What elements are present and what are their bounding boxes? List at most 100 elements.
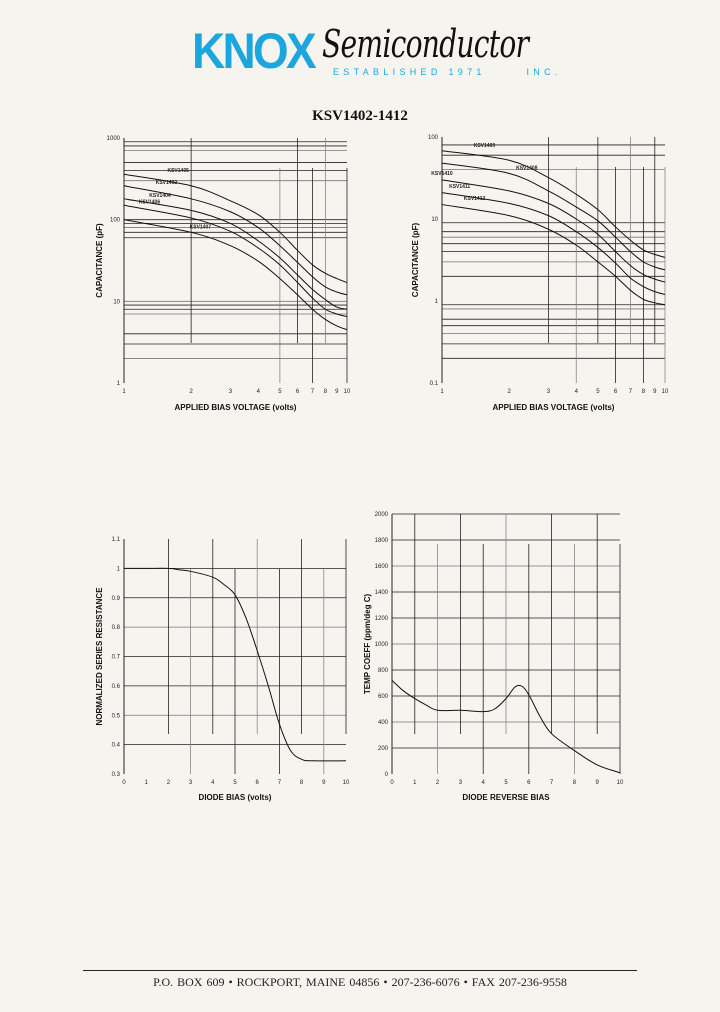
logo-semiconductor: Semiconductor: [322, 22, 529, 66]
series-label: KSV1412: [464, 196, 486, 202]
x-tick-label: 7: [278, 780, 282, 786]
x-tick-label: 7: [629, 389, 633, 395]
series-line: [441, 150, 666, 258]
y-tick-label: 1400: [375, 590, 389, 596]
x-tick-label: 2: [507, 389, 511, 395]
x-tick-label: 2: [167, 780, 171, 786]
x-tick-label: 0: [122, 780, 126, 786]
series-label: KSV1407: [190, 225, 212, 231]
x-tick-label: 4: [482, 780, 486, 786]
x-tick-label: 3: [189, 780, 193, 786]
series-label: KSV1409: [474, 143, 496, 149]
y-tick-label: 1000: [107, 136, 121, 142]
x-tick-label: 6: [256, 780, 260, 786]
footer-address: P.O. BOX 609 • ROCKPORT, MAINE 04856 • 2…: [153, 975, 567, 989]
y-tick-label: 1600: [375, 564, 389, 570]
y-tick-label: 10: [431, 217, 438, 223]
y-tick-label: 1: [117, 566, 121, 572]
x-axis-title: DIODE BIAS (volts): [199, 793, 272, 802]
series-label: KSV1411: [449, 184, 470, 190]
series-line: [123, 204, 348, 318]
x-tick-label: 10: [617, 780, 624, 786]
x-tick-label: 3: [459, 780, 463, 786]
x-tick-label: 8: [642, 389, 646, 395]
y-tick-label: 0.8: [112, 625, 121, 631]
chart-3: 0 1 2 3 4 5 6 7 8 9 10 0.3 0.4 0.5 0.6 0.7 0.8 0.9 1 1.1 DIO…: [95, 537, 350, 802]
x-tick-label: 2: [189, 389, 193, 395]
y-tick-label: 1200: [375, 616, 389, 622]
x-tick-label: 3: [547, 389, 551, 395]
x-tick-label: 1: [440, 389, 444, 395]
y-tick-label: 0: [385, 772, 389, 778]
chart-4: 0 1 2 3 4 5 6 7 8 9 10 0 200 400 600 800 1000 1200 1400 160…: [363, 512, 624, 802]
x-tick-label: 8: [324, 389, 328, 395]
x-tick-label: 4: [575, 389, 579, 395]
x-tick-label: 10: [662, 389, 669, 395]
x-tick-label: 0: [390, 780, 394, 786]
y-tick-label: 0.1: [430, 381, 439, 387]
y-tick-label: 400: [378, 720, 389, 726]
series-line: [123, 219, 348, 331]
series-label: KSV1404: [149, 193, 171, 199]
y-tick-label: 0.3: [112, 772, 121, 778]
y-tick-label: 0.6: [112, 684, 121, 690]
y-axis-title: CAPACITANCE (pF): [95, 223, 104, 298]
x-tick-label: 5: [596, 389, 600, 395]
logo-tagline: ESTABLISHED 1971 INC.: [333, 67, 562, 77]
y-tick-label: 0.4: [112, 743, 121, 749]
y-tick-label: 1.1: [112, 537, 121, 543]
x-tick-label: 7: [550, 780, 554, 786]
y-tick-label: 1800: [375, 538, 389, 544]
y-tick-label: 200: [378, 746, 389, 752]
logo-knox: KNOX: [192, 23, 317, 79]
x-tick-label: 9: [596, 780, 600, 786]
y-tick-label: 600: [378, 694, 389, 700]
series-line: [441, 162, 666, 271]
series-label: KSV1405: [167, 168, 189, 174]
x-axis-title: DIODE REVERSE BIAS: [462, 793, 550, 802]
x-tick-label: 1: [122, 389, 126, 395]
x-tick-label: 4: [211, 780, 215, 786]
series-line: [123, 198, 348, 310]
series-line: [124, 567, 347, 762]
x-tick-label: 2: [436, 780, 440, 786]
y-tick-label: 1: [117, 381, 121, 387]
series-line: [441, 192, 666, 295]
series-line: [441, 204, 666, 306]
series-line: [441, 179, 666, 283]
x-tick-label: 8: [573, 780, 577, 786]
x-tick-label: 10: [343, 780, 350, 786]
y-tick-label: 0.5: [112, 713, 121, 719]
series-line: [123, 185, 348, 296]
series-label: KSV1408: [516, 166, 538, 172]
x-tick-label: 5: [504, 780, 508, 786]
x-axis-title: APPLIED BIAS VOLTAGE (volts): [493, 403, 615, 412]
y-tick-label: 0.9: [112, 596, 121, 602]
x-tick-label: 4: [257, 389, 261, 395]
series-line: [391, 680, 621, 774]
y-tick-label: 10: [113, 299, 120, 305]
page-title: KSV1402-1412: [312, 108, 408, 124]
chart-1: 1 2 3 4 5 6 7 8 9 10 1 10 100 1000 APPLIED BIAS VOLTAG…: [95, 136, 351, 412]
series-line: [123, 173, 348, 283]
x-tick-label: 1: [145, 780, 149, 786]
x-tick-label: 8: [300, 780, 304, 786]
x-tick-label: 5: [278, 389, 282, 395]
series-label: KSV1410: [431, 171, 453, 177]
x-tick-label: 9: [322, 780, 326, 786]
x-tick-label: 6: [614, 389, 618, 395]
series-label: KSV1402: [156, 180, 178, 186]
y-tick-label: 0.7: [112, 655, 121, 661]
y-tick-label: 1000: [375, 642, 389, 648]
x-tick-label: 10: [344, 389, 351, 395]
x-tick-label: 6: [296, 389, 300, 395]
x-tick-label: 7: [311, 389, 315, 395]
x-axis-title: APPLIED BIAS VOLTAGE (volts): [175, 403, 297, 412]
x-tick-label: 1: [413, 780, 417, 786]
x-tick-label: 6: [527, 780, 531, 786]
y-tick-label: 800: [378, 668, 389, 674]
x-tick-label: 5: [233, 780, 237, 786]
y-tick-label: 2000: [375, 512, 389, 518]
